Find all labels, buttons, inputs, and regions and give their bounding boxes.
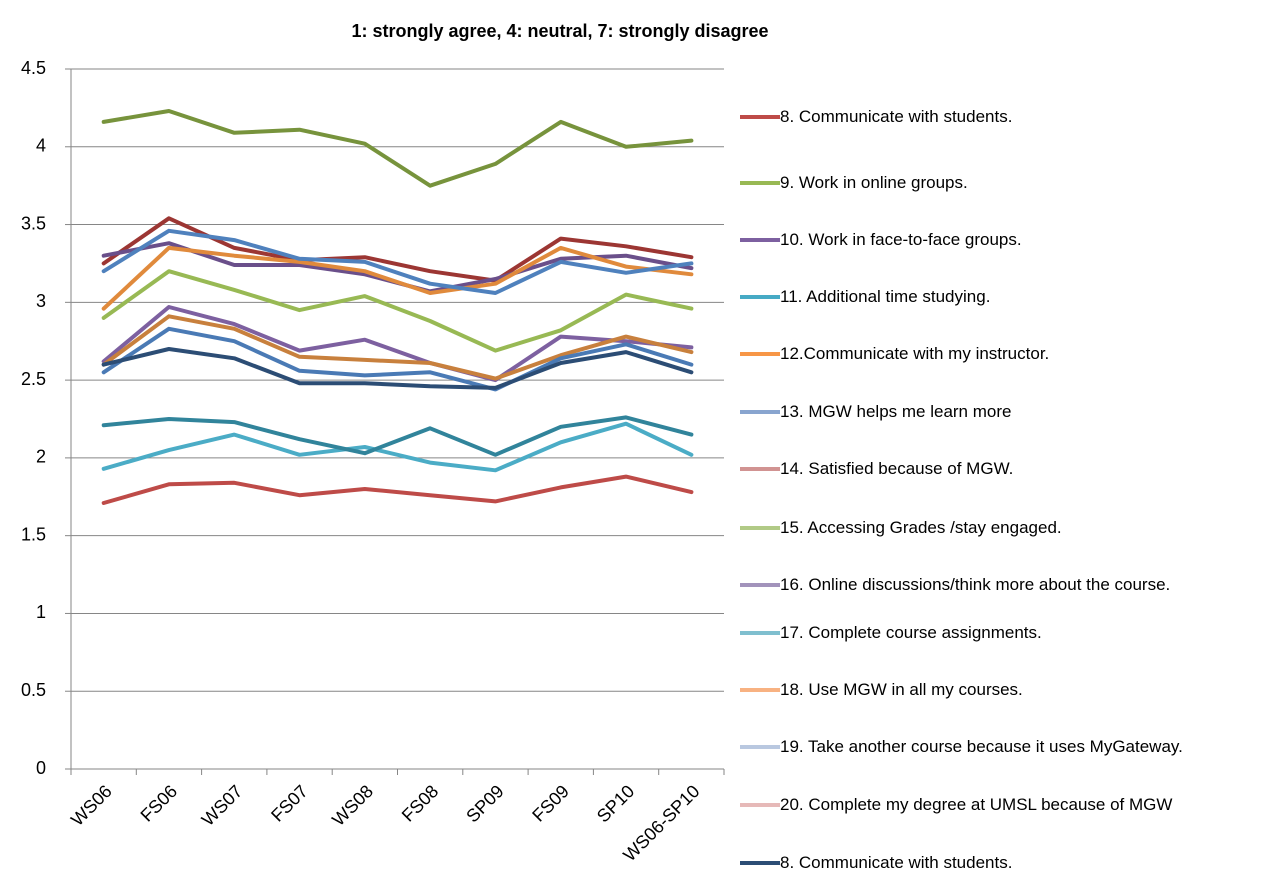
series-line (101, 314, 694, 381)
legend-swatch (740, 803, 780, 807)
x-tick-label: WS06 (67, 781, 116, 830)
legend-swatch (740, 238, 780, 242)
legend-label: 20. Complete my degree at UMSL because o… (780, 795, 1173, 814)
legend-label: 8. Communicate with students. (780, 853, 1013, 872)
x-tick-label: WS07 (198, 781, 247, 830)
series-line (101, 269, 694, 353)
y-tick-label: 2 (36, 447, 46, 467)
series-line (101, 305, 694, 383)
legend-entry: 10. Work in face-to-face groups. (740, 231, 1258, 248)
legend-label: 8. Communicate with students. (780, 107, 1013, 126)
series-line (101, 109, 694, 188)
legend-swatch (740, 115, 780, 119)
x-tick-label: FS08 (398, 781, 443, 826)
legend-entry: 11. Additional time studying. (740, 288, 1258, 305)
legend-entry: 12.Communicate with my instructor. (740, 345, 1258, 362)
legend-entry: 8. Communicate with students. (740, 854, 1258, 871)
legend-label: 13. MGW helps me learn more (780, 402, 1012, 421)
chart-title: 1: strongly agree, 4: neutral, 7: strong… (351, 21, 768, 41)
legend-swatch (740, 352, 780, 356)
legend-swatch (740, 467, 780, 471)
y-tick-label: 3.5 (21, 213, 46, 233)
y-tick-label: 4.5 (21, 58, 46, 78)
legend-swatch (740, 181, 780, 185)
legend-entry: 9. Work in online groups. (740, 174, 1258, 191)
y-tick-label: 1.5 (21, 524, 46, 544)
legend-entry: 18. Use MGW in all my courses. (740, 681, 1258, 698)
legend-swatch (740, 295, 780, 299)
x-tick-label: FS09 (528, 781, 573, 826)
series-line (101, 421, 694, 473)
series-line (101, 347, 694, 390)
legend-entry: 19. Take another course because it uses … (740, 738, 1258, 755)
legend-swatch (740, 583, 780, 587)
y-tick-label: 0.5 (21, 680, 46, 700)
legend-entry: 13. MGW helps me learn more (740, 403, 1258, 420)
legend-swatch (740, 631, 780, 635)
x-tick-label: WS08 (328, 781, 377, 830)
x-tick-label: FS06 (137, 781, 182, 826)
series-line (101, 474, 694, 505)
y-tick-label: 3 (36, 291, 46, 311)
legend-swatch (740, 410, 780, 414)
legend-swatch (740, 526, 780, 530)
legend-swatch (740, 688, 780, 692)
legend-entry: 17. Complete course assignments. (740, 624, 1258, 641)
series-line (101, 326, 694, 392)
legend-entry: 20. Complete my degree at UMSL because o… (740, 796, 1258, 813)
legend-label: 15. Accessing Grades /stay engaged. (780, 518, 1062, 537)
legend-label: 11. Additional time studying. (780, 287, 991, 306)
legend-label: 18. Use MGW in all my courses. (780, 680, 1023, 699)
x-tick-label: SP10 (593, 781, 638, 826)
legend-entry: 15. Accessing Grades /stay engaged. (740, 519, 1258, 536)
legend-swatch (740, 745, 780, 749)
legend-entry: 16. Online discussions/think more about … (740, 576, 1258, 593)
series-line (101, 415, 694, 457)
legend-label: 9. Work in online groups. (780, 173, 968, 192)
legend-label: 12.Communicate with my instructor. (780, 344, 1050, 363)
legend-entry: 14. Satisfied because of MGW. (740, 460, 1258, 477)
legend-label: 14. Satisfied because of MGW. (780, 459, 1014, 478)
x-tick-label: FS07 (267, 781, 312, 826)
series-line (101, 228, 694, 295)
series-line (101, 216, 694, 283)
legend-swatch (740, 861, 780, 865)
legend-label: 19. Take another course because it uses … (780, 737, 1183, 756)
y-tick-label: 2.5 (21, 369, 46, 389)
y-tick-label: 4 (36, 136, 46, 156)
legend-label: 16. Online discussions/think more about … (780, 575, 1171, 594)
legend-entry: 8. Communicate with students. (740, 108, 1258, 125)
y-tick-label: 1 (36, 602, 46, 622)
series-line (101, 245, 694, 311)
x-tick-label: SP09 (462, 781, 507, 826)
legend-label: 17. Complete course assignments. (780, 623, 1042, 642)
y-tick-label: 0 (36, 758, 46, 778)
legend-label: 10. Work in face-to-face groups. (780, 230, 1022, 249)
